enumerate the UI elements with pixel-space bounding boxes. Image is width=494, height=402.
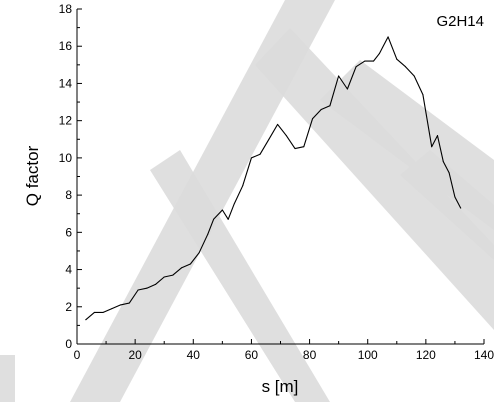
- series-layer: [85, 36, 462, 321]
- data-point: [422, 94, 424, 96]
- data-point: [242, 185, 244, 187]
- y-tick-label: 6: [65, 225, 72, 239]
- data-point: [259, 153, 261, 155]
- data-point: [233, 203, 235, 205]
- data-point: [346, 88, 348, 90]
- axes: 0 2 4 6 8 10 12 14 16 18 0 20 40 60 80 100 120 140: [59, 2, 494, 362]
- data-point: [405, 66, 407, 68]
- data-point: [198, 252, 200, 254]
- chart-annotation: G2H14: [436, 13, 484, 30]
- watermark-shape-3: [70, 0, 335, 402]
- data-point: [172, 274, 174, 276]
- data-point: [448, 172, 450, 174]
- data-point: [460, 207, 462, 209]
- data-point: [338, 75, 340, 77]
- data-point: [189, 263, 191, 265]
- data-point: [387, 36, 389, 38]
- data-point: [213, 218, 215, 220]
- data-point: [93, 311, 95, 313]
- data-point: [250, 157, 252, 159]
- data-point: [364, 60, 366, 62]
- data-point: [120, 304, 122, 306]
- x-tick-label: 120: [416, 348, 436, 362]
- data-point: [137, 289, 139, 291]
- data-point: [329, 105, 331, 107]
- data-point: [294, 148, 296, 150]
- y-tick-label: 10: [59, 151, 73, 165]
- data-point: [163, 276, 165, 278]
- x-tick-label: 40: [187, 348, 201, 362]
- data-point: [268, 138, 270, 140]
- y-tick-label: 18: [59, 2, 73, 16]
- data-point: [111, 308, 113, 310]
- x-tick-label: 100: [358, 348, 378, 362]
- data-point: [207, 233, 209, 235]
- y-axis-title: Q factor: [23, 145, 42, 206]
- x-tick-label: 80: [303, 348, 317, 362]
- data-point: [221, 209, 223, 211]
- watermark-shape-2: [255, 28, 494, 330]
- data-point: [355, 66, 357, 68]
- data-point: [431, 146, 433, 148]
- data-point: [102, 311, 104, 313]
- x-axis-title: s [m]: [262, 377, 299, 396]
- data-point: [454, 196, 456, 198]
- watermark-shape-0: [0, 355, 15, 402]
- data-point: [413, 75, 415, 77]
- y-tick-label: 8: [65, 188, 72, 202]
- data-point: [154, 283, 156, 285]
- data-point: [285, 135, 287, 137]
- y-tick-label: 4: [65, 263, 72, 277]
- data-point: [320, 109, 322, 110]
- data-point: [227, 218, 229, 220]
- data-point: [436, 135, 438, 137]
- data-point: [85, 319, 87, 321]
- y-tick-label: 2: [65, 300, 72, 314]
- data-point: [442, 161, 444, 163]
- x-tick-label: 20: [128, 348, 142, 362]
- data-point: [303, 146, 305, 148]
- x-tick-label: 140: [474, 348, 494, 362]
- y-tick-label: 16: [59, 39, 73, 53]
- x-tick-label: 0: [74, 348, 81, 362]
- data-point: [277, 123, 279, 125]
- data-point: [373, 60, 375, 62]
- data-point: [146, 287, 148, 289]
- watermark-shape-5: [400, 150, 494, 260]
- data-point: [311, 118, 313, 120]
- y-tick-label: 14: [59, 76, 73, 90]
- data-point: [128, 302, 130, 304]
- y-tick-label: 0: [65, 337, 72, 351]
- data-point: [378, 53, 380, 55]
- x-tick-label: 60: [245, 348, 259, 362]
- y-tick-label: 12: [59, 114, 73, 128]
- data-point: [181, 267, 183, 269]
- data-point: [396, 58, 398, 60]
